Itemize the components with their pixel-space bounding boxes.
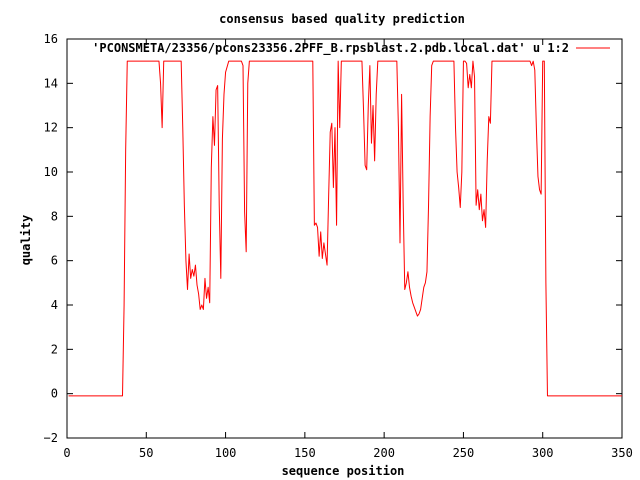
x-tick-label-7: 350 (611, 446, 633, 460)
series-layer (68, 60, 622, 397)
y-axis-label: quality (19, 215, 33, 266)
y-tick-label-6: 10 (44, 165, 58, 179)
x-tick-label-3: 150 (294, 446, 316, 460)
axis-ticks: −2 0 2 4 6 8 10 12 14 16 0 50 100 150 200 250 300 350 (44, 32, 633, 460)
y-tick-label-1: 0 (51, 387, 58, 401)
y-tick-label-8: 14 (44, 76, 58, 90)
y-tick-label-0: −2 (44, 431, 58, 445)
legend: 'PCONSMETA/23356/pcons23356.2PFF_B.rpsbl… (92, 41, 610, 56)
x-tick-label-2: 100 (215, 446, 237, 460)
chart-title: consensus based quality prediction (219, 12, 465, 26)
y-tick-label-7: 12 (44, 121, 58, 135)
legend-label: 'PCONSMETA/23356/pcons23356.2PFF_B.rpsbl… (92, 41, 569, 56)
x-tick-label-6: 300 (532, 446, 554, 460)
y-tick-label-4: 6 (51, 254, 58, 268)
x-axis-label: sequence position (282, 464, 405, 478)
y-tick-label-5: 8 (51, 209, 58, 223)
series-line-0 (68, 60, 622, 397)
y-tick-label-9: 16 (44, 32, 58, 46)
y-tick-label-3: 4 (51, 298, 58, 312)
plot-frame (66, 38, 623, 439)
x-tick-label-1: 50 (139, 446, 153, 460)
x-tick-label-4: 200 (373, 446, 395, 460)
y-tick-label-2: 2 (51, 342, 58, 356)
x-tick-label-0: 0 (63, 446, 70, 460)
x-tick-label-5: 250 (453, 446, 475, 460)
